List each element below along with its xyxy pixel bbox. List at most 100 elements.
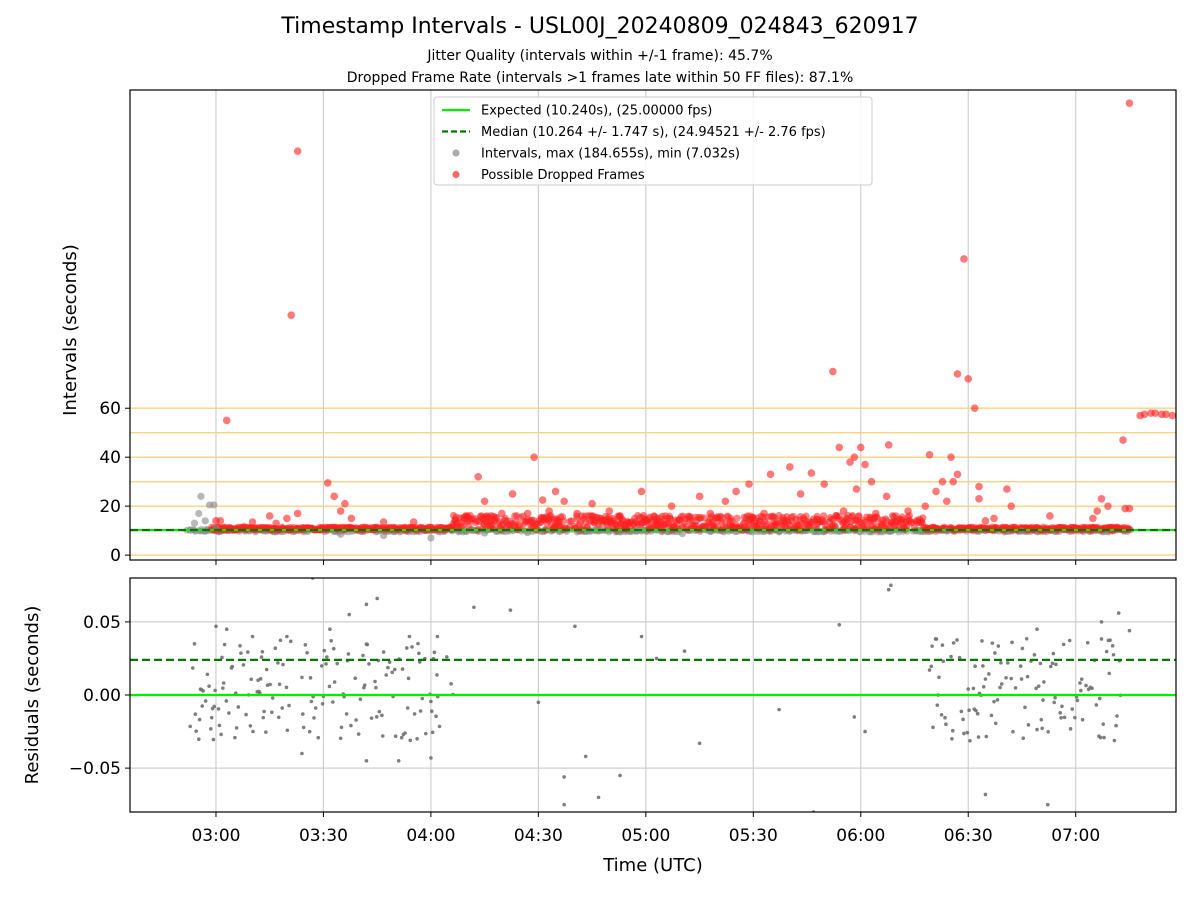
residual-point xyxy=(353,676,358,681)
residual-point xyxy=(239,651,243,655)
residual-point xyxy=(1073,715,1077,720)
residual-point xyxy=(264,667,269,672)
residual-point xyxy=(889,583,893,588)
dropped-frame-point xyxy=(807,469,816,477)
residual-point xyxy=(437,724,442,729)
residual-point xyxy=(852,715,857,719)
residual-point xyxy=(309,699,314,704)
dropped-frame-point xyxy=(216,517,225,525)
residual-point xyxy=(374,685,378,690)
residual-point xyxy=(1023,705,1027,710)
residual-point xyxy=(1052,700,1057,705)
dropped-frame-point xyxy=(637,487,646,496)
interval-point xyxy=(201,517,209,525)
residual-point xyxy=(1061,642,1066,647)
residual-point xyxy=(445,655,449,659)
residual-point xyxy=(983,677,988,681)
residual-point xyxy=(1094,703,1099,707)
residual-point xyxy=(387,660,392,664)
residual-point xyxy=(434,714,438,719)
dropped-frame-point xyxy=(1140,410,1149,419)
residual-point xyxy=(349,723,353,728)
residual-point xyxy=(1045,802,1050,807)
x-tick-label: 04:00 xyxy=(406,826,455,846)
residual-point xyxy=(245,650,250,654)
residual-point xyxy=(222,642,227,647)
residual-point xyxy=(380,734,385,738)
interval-point xyxy=(678,529,686,538)
residual-point xyxy=(230,664,235,669)
residual-point xyxy=(430,730,435,735)
dropped-frame-point xyxy=(786,463,794,471)
residual-point xyxy=(1115,714,1119,718)
dropped-frame-point xyxy=(1104,502,1112,510)
dropped-frame-point xyxy=(733,514,741,522)
dropped-frame-point xyxy=(588,499,596,508)
residual-point xyxy=(322,648,327,653)
dropped-frame-point xyxy=(265,512,274,520)
residuals-plot-area xyxy=(130,578,1176,812)
residual-point xyxy=(417,660,422,664)
dropped-frame-point xyxy=(1089,514,1097,523)
residual-point xyxy=(288,639,293,644)
residual-point xyxy=(356,732,361,736)
residual-point xyxy=(354,718,358,722)
y-tick-label: 20 xyxy=(99,497,121,517)
residual-point xyxy=(990,641,995,645)
residual-point xyxy=(562,802,566,807)
residual-point xyxy=(1050,661,1055,666)
residual-point xyxy=(287,703,291,708)
residual-point xyxy=(951,641,956,645)
residual-point xyxy=(201,689,205,693)
residual-point xyxy=(941,659,946,663)
residual-point xyxy=(364,759,369,763)
residual-point xyxy=(194,729,198,733)
dropped-frame-point xyxy=(616,512,624,520)
residual-point xyxy=(410,645,414,649)
dropped-frame-point xyxy=(1003,485,1011,493)
residual-point xyxy=(241,663,246,667)
residual-point xyxy=(1068,727,1073,731)
residual-point xyxy=(420,696,425,701)
dropped-frame-point xyxy=(732,487,740,496)
residual-point xyxy=(975,711,980,716)
dropped-frame-point xyxy=(538,496,547,504)
residual-point xyxy=(224,699,229,703)
legend-marker-swatch xyxy=(452,149,460,157)
residual-point xyxy=(250,634,255,639)
residual-point xyxy=(418,709,423,713)
dropped-frame-point xyxy=(947,453,955,461)
residual-point xyxy=(1013,686,1018,690)
residual-point xyxy=(319,664,324,668)
residual-point xyxy=(929,664,934,669)
dropped-frame-point xyxy=(283,514,291,523)
residual-point xyxy=(258,677,263,681)
residual-point xyxy=(1085,641,1090,645)
residual-point xyxy=(1005,661,1010,665)
residual-point xyxy=(324,662,328,666)
residual-point xyxy=(618,773,622,778)
residual-point xyxy=(248,724,253,728)
residual-point xyxy=(415,736,419,741)
y-tick-label: 0 xyxy=(110,546,121,566)
residual-point xyxy=(1018,664,1023,668)
residual-point xyxy=(339,725,344,730)
residual-point xyxy=(320,701,325,706)
residual-point xyxy=(386,665,390,670)
residual-point xyxy=(373,679,377,684)
intervals-axes-frame xyxy=(129,89,1177,561)
dropped-frame-point xyxy=(480,497,489,506)
dropped-frame-point xyxy=(835,443,844,452)
residual-point xyxy=(682,649,687,653)
dropped-frame-point xyxy=(938,477,947,486)
dropped-frame-point xyxy=(1119,436,1127,444)
residual-point xyxy=(238,643,242,648)
residual-point xyxy=(1011,729,1015,734)
residual-point xyxy=(950,736,954,741)
residual-point xyxy=(301,725,306,730)
residual-point xyxy=(449,682,453,686)
residual-point xyxy=(999,661,1003,665)
x-tick-label: 04:30 xyxy=(514,826,563,846)
dropped-frame-point xyxy=(819,512,828,520)
